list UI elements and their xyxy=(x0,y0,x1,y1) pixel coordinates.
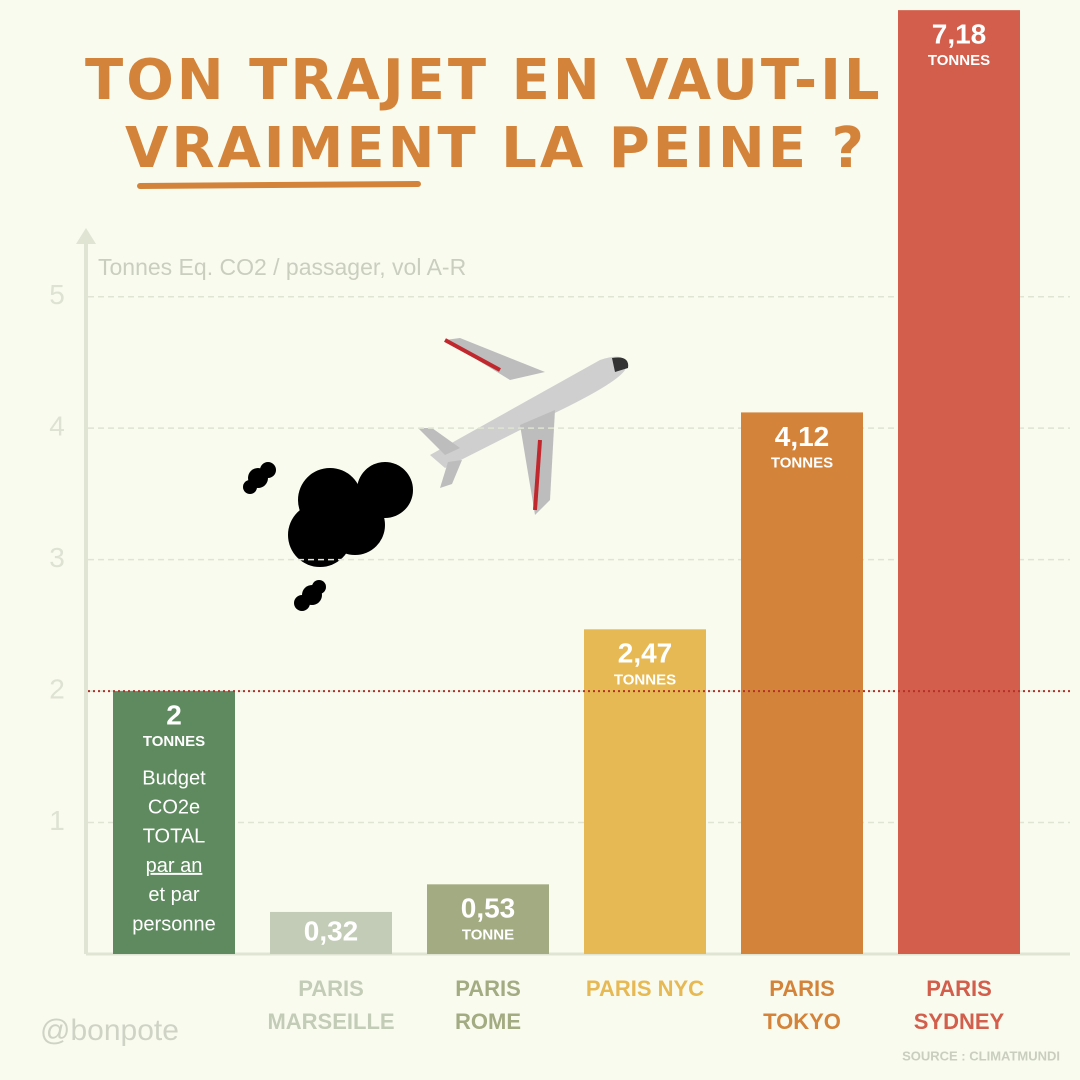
unit-label: TONNES xyxy=(928,52,990,69)
y-axis-label: Tonnes Eq. CO2 / passager, vol A-R xyxy=(98,254,466,280)
bar xyxy=(584,629,706,954)
budget-note: TOTAL xyxy=(143,826,206,848)
y-tick-label: 1 xyxy=(49,805,65,836)
smoke xyxy=(243,462,413,611)
source: SOURCE : CLIMATMUNDI xyxy=(902,1048,1060,1063)
title-line: VRAIMENT LA PEINE ? xyxy=(125,116,867,181)
budget-note: CO2e xyxy=(148,796,200,818)
axis-arrow xyxy=(76,228,96,244)
x-tick-label: PARIS ROME xyxy=(455,976,521,1034)
bar xyxy=(427,884,549,954)
value-label: 7,18 xyxy=(932,19,987,50)
bar xyxy=(741,412,863,954)
y-tick-label: 2 xyxy=(49,673,65,704)
x-tick-label: PARIS MARSEILLE xyxy=(267,976,395,1034)
title-line: TON TRAJET EN VAUT-IL xyxy=(85,48,883,113)
bar xyxy=(898,10,1020,954)
title-underline xyxy=(137,181,421,189)
budget-note: personne xyxy=(132,913,215,935)
unit-label: TONNE xyxy=(462,926,514,943)
value-label: 2 xyxy=(166,699,182,730)
value-label: 0,32 xyxy=(304,915,359,946)
y-tick-label: 3 xyxy=(49,542,65,573)
x-tick-label: PARIS NYC xyxy=(585,976,705,1001)
value-label: 2,47 xyxy=(618,638,673,669)
x-tick-label: PARIS SYDNEY xyxy=(913,976,1005,1034)
y-tick-label: 5 xyxy=(49,279,65,310)
handle: @bonpote xyxy=(40,1014,179,1047)
x-tick-label: PARIS TOKYO xyxy=(763,976,841,1034)
bar xyxy=(113,691,235,954)
value-label: 4,12 xyxy=(775,421,830,452)
unit-label: TONNES xyxy=(614,671,676,688)
bar xyxy=(270,911,392,954)
y-tick-label: 4 xyxy=(49,411,65,442)
unit-label: TONNES xyxy=(771,454,833,471)
unit-label: TONNES xyxy=(143,733,205,750)
budget-note: par an xyxy=(146,855,203,877)
airplane xyxy=(418,338,629,515)
budget-note: et par xyxy=(148,884,199,906)
budget-note: Budget xyxy=(142,767,206,789)
value-label: 0,53 xyxy=(461,893,516,924)
